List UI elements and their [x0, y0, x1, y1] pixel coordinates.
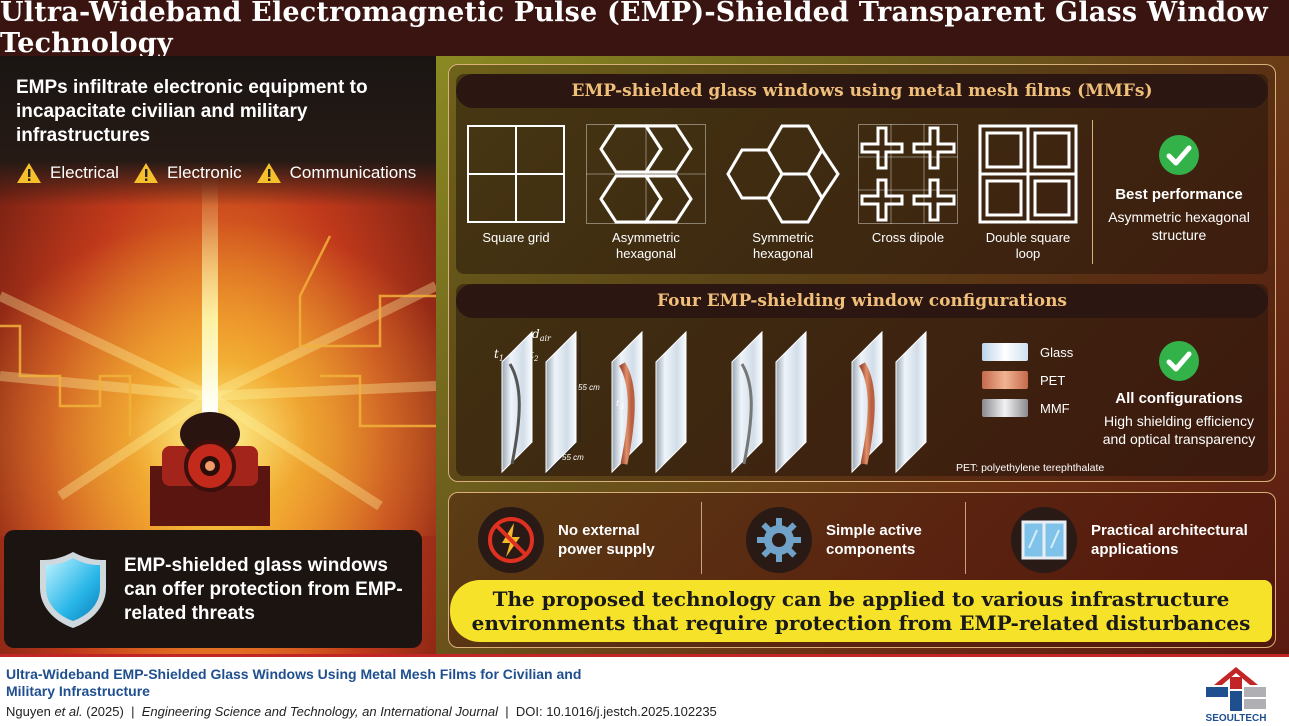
citation-separator: | — [505, 704, 509, 719]
check-icon — [1159, 341, 1199, 381]
logo-text: SEOULTECH — [1205, 713, 1267, 724]
feature-label: Simple active components — [826, 522, 922, 558]
pattern-label: Symmetric hexagonal — [752, 230, 814, 261]
pattern-label: Asymmetric hexagonal — [612, 230, 680, 261]
emp-scene-illustration — [0, 176, 436, 536]
asymmetric-hexagonal-pattern — [586, 124, 706, 224]
threat-electrical: Electrical — [16, 162, 119, 184]
protection-callout: EMP-shielded glass windows can offer pro… — [4, 530, 422, 648]
pattern-cross-dipole: Cross dipole — [858, 124, 958, 246]
mmf-heading: EMP-shielded glass windows using metal m… — [456, 74, 1268, 108]
dim-t1: t1 — [494, 347, 504, 363]
feature-label: Practical architectural applications — [1091, 522, 1248, 558]
legend-pet: PET — [982, 366, 1073, 394]
material-legend: Glass PET MMF — [982, 338, 1073, 422]
legend-label: MMF — [1040, 400, 1070, 416]
window-icon — [1011, 507, 1077, 573]
square-grid-pattern — [467, 125, 565, 223]
footer: Ultra-Wideband EMP-Shielded Glass Window… — [0, 654, 1289, 726]
emp-intro-text: EMPs infiltrate electronic equipment to … — [16, 77, 368, 146]
citation-etal: et al. — [54, 704, 83, 719]
shield-icon — [40, 552, 106, 628]
citation-journal: Engineering Science and Technology, an I… — [141, 704, 498, 719]
feature-label: No external power supply — [558, 522, 655, 558]
config-heading: Four EMP-shielding window configurations — [456, 284, 1268, 318]
check-icon — [1159, 135, 1199, 175]
all-configurations-desc: High shielding efficiency and optical tr… — [1102, 413, 1256, 447]
window-configurations-illustration: t1 dair t2 55 cm 55 cm t3 — [494, 327, 927, 475]
paper-title: Ultra-Wideband EMP-Shielded Glass Window… — [6, 666, 582, 699]
pattern-label: Square grid — [482, 230, 550, 245]
legend-mmf: MMF — [982, 394, 1073, 422]
config-3 — [731, 330, 807, 474]
pattern-square-grid: Square grid — [466, 124, 566, 246]
citation-year: (2025) — [86, 704, 124, 719]
dim-t3: t3 — [616, 399, 625, 411]
best-performance-desc: Asymmetric hexagonal structure — [1108, 209, 1250, 243]
gear-icon — [746, 507, 812, 573]
pattern-double-square-loop: Double square loop — [978, 124, 1078, 262]
pattern-label: Cross dipole — [871, 230, 945, 245]
citation-authors: Nguyen — [6, 704, 51, 719]
right-content: EMP-shielded glass windows using metal m… — [436, 56, 1289, 654]
threat-label: Electronic — [166, 163, 242, 182]
threat-list: Electrical Electronic Communications — [16, 162, 416, 184]
dim-t2: t2 — [530, 350, 539, 363]
feature-simple-components: Simple active components — [746, 502, 936, 578]
pattern-label: Double square loop — [985, 230, 1071, 261]
seoultech-logo-mark — [1206, 667, 1266, 711]
page-title: Ultra-Wideband Electromagnetic Pulse (EM… — [0, 0, 1268, 59]
emp-device — [150, 412, 270, 526]
header: Ultra-Wideband Electromagnetic Pulse (EM… — [0, 0, 1289, 59]
config-2: t3 — [611, 330, 687, 474]
double-square-loop-pattern — [978, 124, 1078, 224]
dim-dair: dair — [532, 327, 552, 343]
cross-dipole-pattern — [858, 124, 958, 224]
no-power-icon — [478, 507, 544, 573]
symmetric-hexagonal-pattern — [726, 124, 840, 224]
pattern-symmetric-hexagonal: Symmetric hexagonal — [726, 124, 840, 262]
warning-icon — [17, 163, 41, 183]
threat-label: Communications — [289, 163, 417, 182]
feature-architectural: Practical architectural applications — [1011, 502, 1261, 578]
threat-label: Electrical — [50, 163, 119, 182]
seoultech-logo: SEOULTECH — [1200, 663, 1272, 724]
feature-no-power: No external power supply — [478, 502, 668, 578]
all-configurations-title: All configurations — [1115, 390, 1243, 407]
pattern-asymmetric-hexagonal: Asymmetric hexagonal — [586, 124, 706, 262]
protection-text: EMP-shielded glass windows can offer pro… — [124, 555, 403, 624]
best-performance-title: Best performance — [1115, 186, 1243, 203]
legend-label: Glass — [1040, 344, 1074, 360]
config-1: t1 dair t2 55 cm 55 cm — [494, 327, 600, 475]
summary-banner: The proposed technology can be applied t… — [450, 580, 1272, 642]
dim-height: 55 cm — [578, 383, 600, 392]
legend-glass: Glass — [982, 338, 1073, 366]
config-4 — [851, 330, 927, 474]
citation: Nguyen et al. (2025) | Engineering Scien… — [6, 704, 717, 719]
left-illustration: EMPs infiltrate electronic equipment to … — [0, 56, 436, 654]
citation-doi[interactable]: DOI: 10.1016/j.jestch.2025.102235 — [515, 704, 717, 719]
citation-separator: | — [131, 704, 135, 719]
warning-icon — [133, 163, 158, 183]
pet-note: PET: polyethylene terephthalate — [956, 462, 1105, 474]
threat-electronic: Electronic — [133, 162, 242, 184]
legend-label: PET — [1040, 372, 1066, 388]
dim-width: 55 cm — [562, 453, 584, 462]
all-configurations: All configurations High shielding effici… — [1094, 340, 1264, 448]
threat-communications: Communications — [256, 162, 417, 184]
best-performance: Best performance Asymmetric hexagonal st… — [1094, 134, 1264, 244]
warning-icon — [256, 163, 281, 183]
